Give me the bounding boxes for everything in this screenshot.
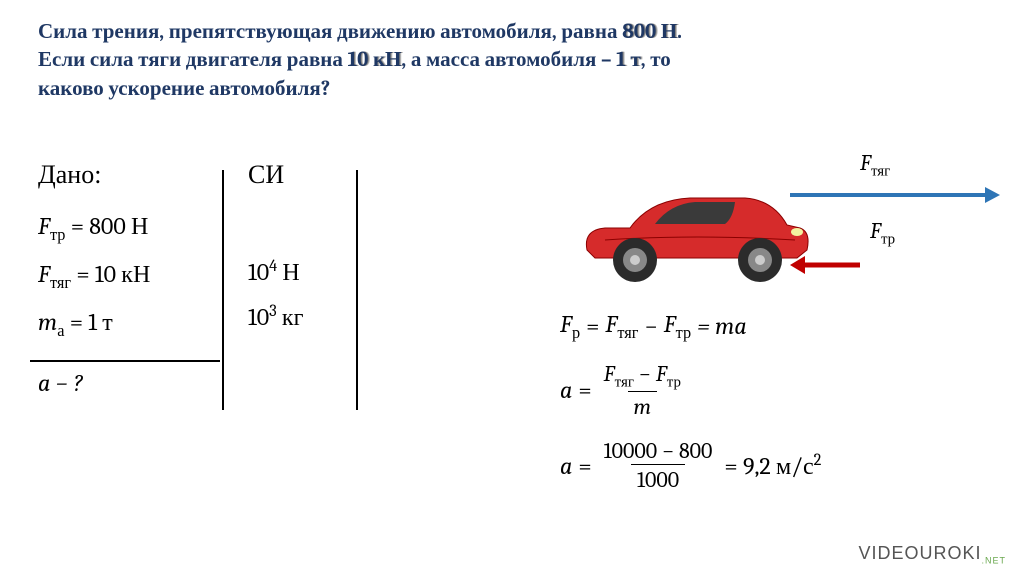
equation-acceleration-numeric: a = 10000 − 800 1000 = 9,2 м/с2: [560, 438, 1000, 493]
thrust-arrow-icon: [790, 185, 1000, 205]
problem-statement: Сила трения, препятствующая движению авт…: [38, 18, 978, 103]
problem-text-1b: .: [677, 20, 682, 44]
problem-value-3: 1 т: [616, 48, 641, 72]
given-mass: mа = 1 т: [38, 300, 218, 348]
problem-text-3: каково ускорение автомобиля?: [38, 77, 330, 101]
given-column: Дано: Fтр = 800 Н Fтяг = 10 кН mа = 1 т …: [38, 160, 218, 407]
si-mass: 103 кг: [248, 295, 368, 341]
given-friction: Fтр = 800 Н: [38, 204, 218, 252]
equation-net-force: Fр = Fтяг − Fтр = ma: [560, 310, 1000, 343]
problem-text-2b: , а масса автомобиля –: [401, 48, 616, 72]
si-label: СИ: [248, 160, 368, 190]
friction-arrow-label: Fтр: [870, 218, 895, 248]
solution-block: Fр = Fтяг − Fтр = ma a = Fтяг − Fтр m a …: [560, 310, 1000, 511]
given-label: Дано:: [38, 160, 218, 190]
vertical-divider-2: [356, 170, 358, 410]
given-separator: [30, 360, 220, 362]
vertical-divider-1: [222, 170, 224, 410]
problem-value-2: 10 кН: [348, 48, 402, 72]
car-illustration: [575, 180, 815, 290]
si-column: СИ x 104 Н 103 кг: [248, 160, 368, 341]
given-ask: a − ?: [38, 361, 218, 407]
thrust-arrow-label: Fтяг: [860, 150, 890, 180]
watermark: VIDEOUROKI.NET: [858, 543, 1006, 566]
friction-arrow-icon: [790, 255, 860, 275]
si-thrust: 104 Н: [248, 250, 368, 296]
problem-text-2c: , то: [641, 48, 671, 72]
problem-text-1: Сила трения, препятствующая движению авт…: [38, 20, 622, 44]
problem-text-2: Если сила тяги двигателя равна: [38, 48, 348, 72]
equation-acceleration-formula: a = Fтяг − Fтр m: [560, 361, 1000, 420]
given-thrust: Fтяг = 10 кН: [38, 252, 218, 300]
problem-value-1: 800 Н: [622, 20, 677, 44]
